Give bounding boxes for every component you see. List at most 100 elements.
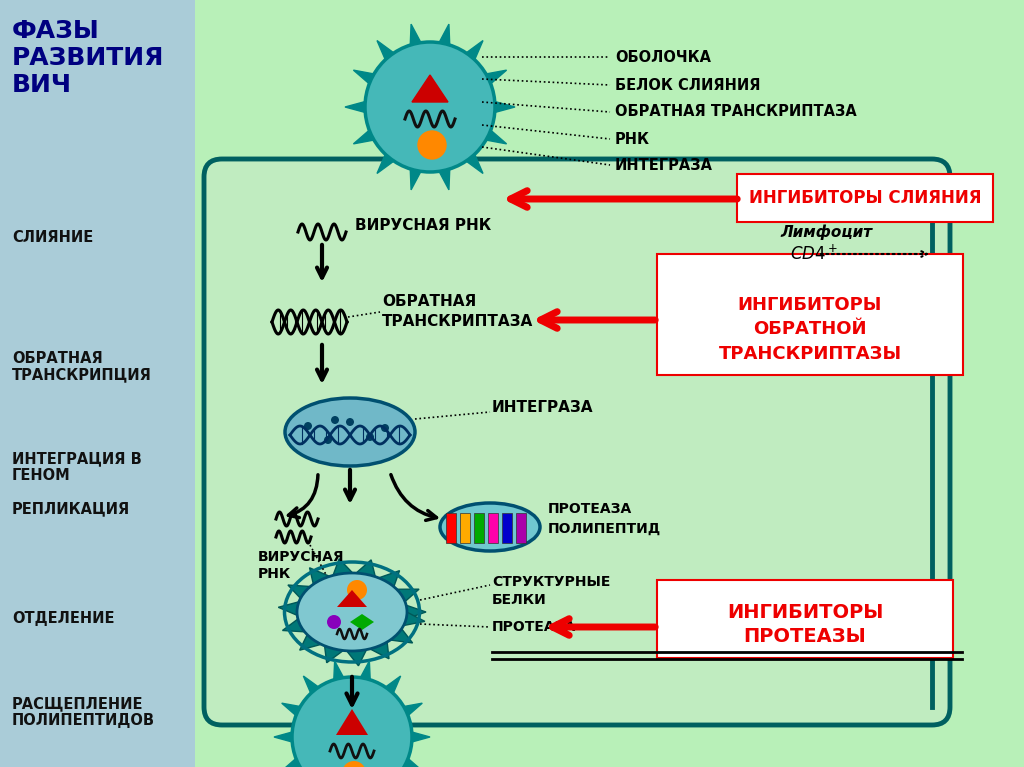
Polygon shape — [486, 99, 515, 115]
Polygon shape — [369, 640, 389, 659]
Text: ВИРУСНАЯ РНК: ВИРУСНАЯ РНК — [355, 219, 492, 233]
Text: СЛИЯНИЕ: СЛИЯНИЕ — [12, 229, 93, 245]
Text: ИНГИБИТОРЫ СЛИЯНИЯ: ИНГИБИТОРЫ СЛИЯНИЯ — [749, 189, 981, 207]
Polygon shape — [353, 70, 382, 89]
Circle shape — [324, 436, 332, 444]
Text: ПОЛИПЕПТИД: ПОЛИПЕПТИД — [548, 522, 662, 536]
Text: ИНТЕГРАЦИЯ В
ГЕНОМ: ИНТЕГРАЦИЯ В ГЕНОМ — [12, 452, 141, 482]
Polygon shape — [303, 676, 325, 700]
Bar — [488, 513, 498, 543]
Text: РНК: РНК — [615, 131, 650, 146]
Text: $CD4^+$: $CD4^+$ — [790, 245, 838, 264]
Polygon shape — [377, 41, 400, 67]
Bar — [474, 513, 484, 543]
Polygon shape — [388, 627, 413, 643]
Text: СТРУКТУРНЫЕ: СТРУКТУРНЫЕ — [492, 575, 610, 589]
FancyBboxPatch shape — [0, 0, 195, 767]
Text: ПРОТЕАЗА: ПРОТЕАЗА — [548, 502, 632, 516]
Polygon shape — [410, 160, 425, 190]
Polygon shape — [282, 753, 308, 767]
Text: БЕЛОК СЛИЯНИЯ: БЕЛОК СЛИЯНИЯ — [615, 77, 761, 93]
Text: ОБРАТНАЯ
ТРАНСКРИПЦИЯ: ОБРАТНАЯ ТРАНСКРИПЦИЯ — [12, 351, 152, 383]
Polygon shape — [460, 41, 483, 67]
Polygon shape — [337, 590, 367, 607]
Text: ИНГИБИТОРЫ: ИНГИБИТОРЫ — [727, 603, 883, 621]
Text: ВИРУСНАЯ: ВИРУСНАЯ — [258, 550, 344, 564]
Polygon shape — [350, 614, 374, 630]
Bar — [502, 513, 512, 543]
Polygon shape — [354, 560, 376, 578]
Polygon shape — [345, 99, 374, 115]
Ellipse shape — [285, 398, 415, 466]
Circle shape — [331, 416, 339, 424]
Polygon shape — [435, 160, 451, 190]
Text: РНК: РНК — [258, 567, 291, 581]
Polygon shape — [410, 24, 425, 54]
Polygon shape — [400, 611, 425, 626]
Text: БЕЛКИ: БЕЛКИ — [492, 593, 547, 607]
Circle shape — [342, 761, 366, 767]
Ellipse shape — [365, 42, 495, 172]
Polygon shape — [309, 568, 332, 586]
Polygon shape — [356, 661, 371, 687]
Text: ТРАНСКРИПТАЗА: ТРАНСКРИПТАЗА — [382, 314, 534, 330]
Text: ОБРАТНАЯ ТРАНСКРИПТАЗА: ОБРАТНАЯ ТРАНСКРИПТАЗА — [615, 104, 857, 120]
Text: ОБОЛОЧКА: ОБОЛОЧКА — [615, 50, 711, 64]
Circle shape — [304, 422, 312, 430]
Polygon shape — [377, 571, 399, 589]
Polygon shape — [336, 709, 368, 735]
Bar — [516, 513, 526, 543]
Polygon shape — [325, 644, 345, 663]
Polygon shape — [283, 617, 308, 632]
Text: РЕПЛИКАЦИЯ: РЕПЛИКАЦИЯ — [12, 502, 130, 516]
Polygon shape — [274, 730, 300, 744]
Polygon shape — [478, 125, 507, 144]
Polygon shape — [346, 648, 368, 666]
Polygon shape — [393, 589, 419, 604]
Polygon shape — [478, 70, 507, 89]
Ellipse shape — [440, 503, 540, 551]
Polygon shape — [300, 633, 324, 650]
Polygon shape — [282, 703, 308, 721]
Bar — [460, 513, 470, 543]
FancyBboxPatch shape — [204, 159, 950, 725]
Polygon shape — [396, 703, 422, 721]
Circle shape — [347, 580, 367, 600]
Polygon shape — [334, 661, 347, 687]
Ellipse shape — [297, 573, 407, 651]
Polygon shape — [379, 676, 400, 700]
Circle shape — [366, 433, 374, 441]
Text: ПРОТЕАЗА: ПРОТЕАЗА — [492, 620, 577, 634]
Polygon shape — [435, 24, 451, 54]
Polygon shape — [396, 753, 422, 767]
Text: ОТДЕЛЕНИЕ: ОТДЕЛЕНИЕ — [12, 611, 115, 627]
Bar — [446, 513, 456, 543]
Polygon shape — [412, 75, 449, 102]
Polygon shape — [377, 146, 400, 173]
Text: ИНТЕГРАЗА: ИНТЕГРАЗА — [615, 157, 713, 173]
Polygon shape — [288, 585, 313, 601]
FancyBboxPatch shape — [657, 254, 963, 375]
Text: ТРАНСКРИПТАЗЫ: ТРАНСКРИПТАЗЫ — [719, 345, 901, 363]
Polygon shape — [279, 601, 302, 617]
Polygon shape — [333, 559, 354, 577]
Text: РАСЩЕПЛЕНИЕ
ПОЛИПЕПТИДОВ: РАСЩЕПЛЕНИЕ ПОЛИПЕПТИДОВ — [12, 696, 155, 728]
Circle shape — [346, 418, 354, 426]
Text: ИНТЕГРАЗА: ИНТЕГРАЗА — [492, 400, 594, 414]
Text: ОБРАТНОЙ: ОБРАТНОЙ — [754, 320, 866, 338]
Ellipse shape — [292, 677, 412, 767]
Circle shape — [327, 615, 341, 629]
Text: ПРОТЕАЗЫ: ПРОТЕАЗЫ — [743, 627, 866, 647]
Text: ОБРАТНАЯ: ОБРАТНАЯ — [382, 295, 476, 310]
Circle shape — [381, 424, 389, 432]
Polygon shape — [404, 730, 430, 744]
Polygon shape — [353, 125, 382, 144]
FancyBboxPatch shape — [195, 0, 1024, 767]
Text: Лимфоцит: Лимфоцит — [780, 224, 872, 240]
FancyBboxPatch shape — [737, 174, 993, 222]
Text: ФАЗЫ
РАЗВИТИЯ
ВИЧ: ФАЗЫ РАЗВИТИЯ ВИЧ — [12, 19, 165, 97]
FancyBboxPatch shape — [657, 580, 953, 658]
Polygon shape — [403, 604, 426, 620]
Polygon shape — [460, 146, 483, 173]
Text: ИНГИБИТОРЫ: ИНГИБИТОРЫ — [738, 296, 883, 314]
